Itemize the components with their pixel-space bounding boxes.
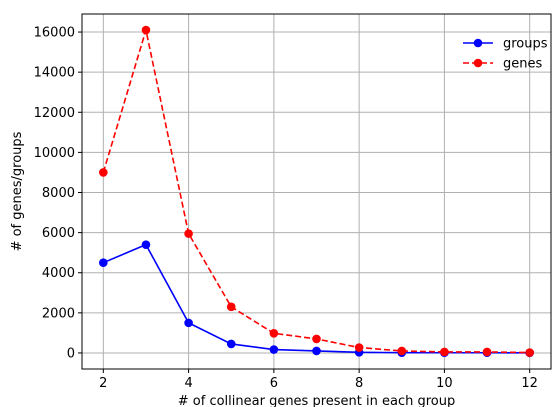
y-tick-label: 2000 bbox=[42, 306, 75, 321]
x-tick-label: 12 bbox=[521, 376, 538, 391]
x-tick-label: 10 bbox=[436, 376, 453, 391]
data-point-groups bbox=[269, 345, 279, 354]
legend-item-genes: genes bbox=[463, 57, 542, 72]
y-tick-label: 16000 bbox=[34, 26, 75, 41]
x-tick-label: 2 bbox=[99, 376, 107, 391]
data-point-genes bbox=[354, 343, 364, 352]
grid-lines bbox=[82, 14, 551, 369]
data-point-genes bbox=[312, 334, 321, 344]
data-point-groups bbox=[226, 339, 236, 349]
y-tick-label: 6000 bbox=[42, 226, 75, 241]
x-tick-label: 8 bbox=[355, 376, 363, 391]
legend-marker bbox=[473, 38, 483, 48]
data-point-groups bbox=[184, 318, 193, 328]
x-tick-label: 4 bbox=[184, 376, 192, 391]
data-point-groups bbox=[141, 240, 151, 249]
data-point-genes bbox=[269, 328, 279, 338]
y-tick-label: 10000 bbox=[34, 146, 75, 161]
data-point-genes bbox=[440, 347, 449, 357]
y-tick-label: 12000 bbox=[34, 106, 75, 121]
axis-ticks: 2 4 6 8 10 12 0 2000 4000 6000 8000 10000 12000 14000… bbox=[34, 26, 538, 391]
data-point-groups bbox=[312, 346, 321, 356]
data-point-groups bbox=[99, 258, 108, 268]
y-tick-label: 4000 bbox=[42, 266, 75, 281]
y-tick-label: 14000 bbox=[34, 66, 75, 81]
y-axis-label: # of genes/groups bbox=[10, 131, 25, 251]
legend-label: genes bbox=[503, 57, 542, 72]
data-point-genes bbox=[226, 302, 236, 312]
plot-series bbox=[99, 25, 534, 358]
series-line-genes bbox=[102, 29, 530, 354]
data-point-genes bbox=[397, 346, 407, 356]
data-point-genes bbox=[482, 347, 492, 357]
data-point-genes bbox=[525, 348, 534, 357]
data-point-genes bbox=[99, 168, 108, 177]
data-point-genes bbox=[141, 25, 151, 35]
plot-frame bbox=[81, 13, 552, 370]
data-point-genes bbox=[184, 229, 193, 238]
x-tick-label: 6 bbox=[270, 376, 278, 391]
legend-item-groups: groups bbox=[463, 37, 548, 52]
x-axis-label: # of collinear genes present in each gro… bbox=[178, 394, 455, 407]
y-tick-label: 8000 bbox=[42, 186, 75, 201]
series-genes bbox=[99, 25, 534, 357]
y-tick-label: 0 bbox=[67, 346, 75, 361]
legend-label: groups bbox=[503, 37, 548, 52]
legend-marker bbox=[473, 58, 483, 68]
legend: groups genes bbox=[463, 37, 548, 72]
